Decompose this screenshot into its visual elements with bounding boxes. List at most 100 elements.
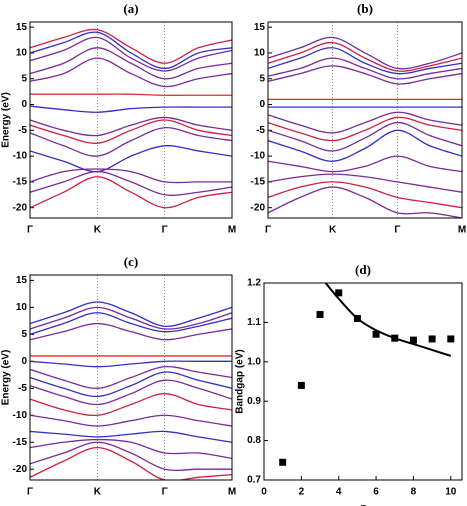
y-tick-label: -10 [13, 151, 28, 162]
band-line [30, 36, 232, 72]
plot-frame [29, 21, 233, 219]
band-line [30, 93, 232, 96]
band-line [30, 176, 232, 209]
y-tick-label: -15 [13, 437, 28, 448]
band-line [268, 65, 462, 85]
y-tick-label: 15 [16, 275, 28, 286]
band-line [30, 393, 232, 417]
y-axis-label: Energy (eV) [1, 350, 12, 406]
band-line [30, 105, 232, 113]
band-line [268, 186, 462, 218]
band-line [268, 41, 462, 72]
band-line [30, 441, 232, 472]
y-tick-label: 0 [21, 99, 27, 110]
x-tick-label: Γ [265, 225, 271, 236]
band-line [268, 111, 462, 134]
x-tick-label: K [94, 225, 102, 236]
band-line [30, 119, 232, 144]
x-tick-label: K [329, 225, 337, 236]
y-tick-label: 5 [21, 329, 27, 340]
y-tick-label: -10 [13, 410, 28, 421]
x-tick-label: Γ [162, 487, 168, 498]
x-axis-label: n [360, 503, 366, 506]
band-line [268, 173, 462, 193]
x-tick-label: Γ [162, 225, 168, 236]
y-tick-label: -20 [13, 202, 28, 213]
band-line [268, 116, 462, 142]
band-line [30, 360, 232, 368]
y-tick-label: 5 [259, 73, 265, 84]
x-tick-label: 8 [411, 487, 417, 498]
y-tick-label: -5 [18, 383, 27, 394]
band-line [30, 438, 232, 460]
data-point [335, 289, 343, 297]
x-tick-label: 6 [373, 487, 379, 498]
x-tick-label: M [228, 225, 236, 236]
x-tick-label: 4 [336, 487, 342, 498]
x-tick-label: Γ [27, 487, 33, 498]
y-tick-label: 0 [259, 99, 265, 110]
y-tick-label: 0.8 [247, 435, 261, 446]
y-tick-label: 1.1 [247, 317, 261, 328]
y-tick-label: 0.9 [247, 396, 261, 407]
y-tick-label: -15 [251, 177, 266, 188]
band-line [268, 155, 462, 173]
panel-title: (d) [355, 262, 371, 277]
band-line [30, 168, 232, 184]
band-line [30, 371, 232, 398]
x-tick-label: 0 [261, 487, 267, 498]
data-point [372, 330, 380, 338]
y-tick-label: -20 [13, 464, 28, 475]
band-line [30, 322, 232, 341]
band-line [30, 301, 232, 327]
band-line [268, 129, 462, 162]
band-line [30, 28, 232, 64]
band-line [268, 36, 462, 70]
x-tick-label: 10 [445, 487, 457, 498]
data-point [316, 311, 324, 319]
plot-frame [267, 21, 463, 219]
y-tick-label: 0 [21, 356, 27, 367]
y-tick-label: 5 [21, 73, 27, 84]
band-line [324, 283, 452, 357]
band-line [268, 57, 462, 80]
x-tick-label: 2 [299, 487, 305, 498]
y-tick-label: 10 [254, 48, 266, 59]
y-tick-label: 15 [254, 22, 266, 33]
band-line [30, 379, 232, 406]
band-line [268, 121, 462, 152]
band-line [268, 181, 462, 209]
data-point [428, 335, 436, 343]
band-line [30, 127, 232, 157]
band-line [30, 446, 232, 480]
x-tick-label: K [94, 487, 102, 498]
x-tick-label: Γ [394, 225, 400, 236]
y-tick-label: 15 [16, 22, 28, 33]
data-point [279, 458, 287, 466]
band-line [30, 365, 232, 389]
band-line [30, 170, 232, 196]
y-tick-label: 0.7 [247, 475, 261, 486]
y-axis-label: Energy (eV) [1, 92, 12, 148]
y-tick-label: -10 [251, 151, 266, 162]
band-line [30, 145, 232, 173]
band-line [30, 116, 232, 137]
plot-frame [263, 282, 463, 481]
band-line [30, 312, 232, 335]
data-point [297, 381, 305, 389]
y-axis-label: Bandgap (eV) [235, 349, 246, 413]
data-point [447, 335, 455, 343]
y-tick-label: -15 [13, 177, 28, 188]
y-tick-label: -5 [256, 125, 265, 136]
band-line [30, 47, 232, 80]
band-line [30, 306, 232, 330]
x-tick-label: M [458, 225, 466, 236]
y-tick-label: -20 [251, 202, 266, 213]
x-tick-label: M [228, 487, 236, 498]
panel-title: (a) [123, 1, 138, 16]
band-line [30, 57, 232, 88]
y-tick-label: -5 [18, 125, 27, 136]
data-point [409, 336, 417, 344]
band-line [30, 414, 232, 427]
